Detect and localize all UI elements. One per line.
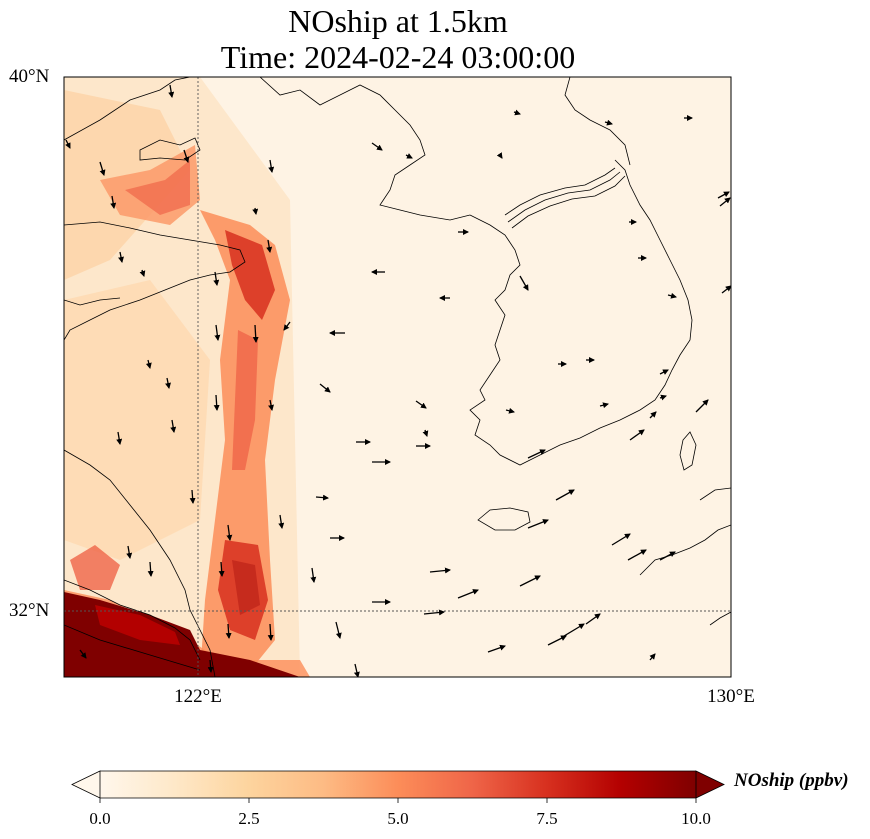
wind-arrow — [79, 649, 87, 659]
wind-arrow — [695, 399, 709, 413]
wind-arrow — [252, 324, 259, 343]
colorbar-tick-marks — [99, 798, 697, 803]
wind-arrow — [627, 549, 647, 561]
wind-arrow — [310, 567, 317, 583]
wind-arrow — [604, 119, 613, 126]
wind-arrow — [563, 623, 585, 637]
wind-arrow — [126, 545, 133, 559]
colorbar-tick-label: 2.5 — [238, 809, 260, 828]
wind-arrow — [527, 449, 546, 459]
wind-arrow — [547, 635, 567, 646]
wind-arrow — [555, 489, 575, 501]
wind-arrow — [225, 623, 232, 639]
wind-arrow — [207, 659, 214, 673]
wind-arrow — [649, 411, 657, 419]
wind-arrow — [629, 429, 645, 441]
wind-arrow — [371, 142, 383, 151]
wind-arrow — [315, 494, 329, 501]
wind-arrow — [335, 621, 342, 639]
wind-arrow — [423, 609, 445, 616]
map-frame — [63, 76, 732, 678]
wind-arrow — [353, 663, 360, 677]
wind-arrow — [659, 369, 669, 375]
wind-arrow — [168, 84, 175, 98]
colorbar-extend-max — [695, 770, 725, 799]
wind-arrow — [226, 524, 233, 541]
wind-arrow — [422, 429, 429, 437]
colorbar-label: NOship (ppbv) — [734, 770, 849, 791]
wind-arrow — [721, 285, 731, 294]
wind-arrow — [415, 400, 427, 409]
wind-arrow — [283, 321, 291, 331]
wind-arrow — [170, 419, 177, 433]
wind-arrow — [649, 653, 656, 661]
colorbar-tick-label: 10.0 — [681, 809, 711, 828]
colorbar-tick-label: 5.0 — [387, 809, 409, 828]
lat-label-32n: 32°N — [9, 600, 50, 621]
wind-arrow — [513, 109, 521, 116]
wind-arrow — [717, 191, 730, 199]
wind-arrow — [611, 533, 631, 546]
colorbar-tick-label: 7.5 — [536, 809, 558, 828]
wind-arrow — [266, 239, 273, 253]
wind-arrow — [213, 271, 220, 286]
wind-arrow — [487, 644, 506, 653]
colorbar-bar — [100, 771, 696, 798]
wind-arrow — [189, 489, 196, 504]
wind-arrow — [145, 359, 152, 369]
wind-arrow — [116, 431, 123, 445]
wind-arrow — [218, 561, 225, 577]
wind-arrow — [585, 613, 601, 625]
lon-label-122e: 122°E — [174, 686, 222, 707]
wind-arrow — [147, 561, 154, 577]
colorbar-tick-label: 0.0 — [89, 809, 111, 828]
wind-arrow — [267, 623, 274, 641]
wind-arrow — [527, 519, 549, 529]
wind-arrow — [252, 207, 259, 215]
wind-arrow — [214, 324, 221, 341]
coastlines — [64, 77, 731, 677]
wind-arrow — [319, 383, 331, 393]
wind-arrow — [457, 589, 479, 599]
wind-vectors — [65, 84, 731, 677]
map-title: NOship at 1.5km — [288, 3, 508, 39]
wind-arrow — [65, 139, 71, 149]
wind-arrow — [268, 159, 275, 173]
wind-arrow — [519, 275, 529, 291]
lat-label-40n: 40°N — [9, 66, 50, 87]
wind-arrow — [213, 394, 220, 411]
wind-arrow — [278, 514, 285, 529]
wind-arrow — [667, 292, 677, 299]
map-time-subtitle: Time: 2024-02-24 03:00:00 — [220, 39, 576, 75]
wind-arrow — [99, 161, 106, 176]
wind-arrow — [118, 251, 124, 263]
wind-arrow — [659, 394, 667, 401]
wind-arrow — [268, 399, 274, 411]
wind-arrow — [110, 195, 117, 209]
wind-arrow — [139, 269, 146, 277]
wind-arrow — [519, 575, 541, 587]
wind-arrow — [405, 153, 413, 159]
wind-arrow — [659, 551, 676, 561]
colorbar-extend-min — [71, 770, 101, 799]
concentration-plumes — [64, 77, 310, 677]
wind-arrow — [496, 152, 503, 159]
wind-arrow — [505, 407, 515, 414]
wind-arrow — [599, 402, 609, 409]
wind-arrow — [165, 377, 171, 389]
wind-arrow — [719, 197, 731, 207]
wind-arrow — [183, 149, 190, 163]
lon-label-130e: 130°E — [707, 686, 755, 707]
wind-arrow — [429, 567, 451, 574]
